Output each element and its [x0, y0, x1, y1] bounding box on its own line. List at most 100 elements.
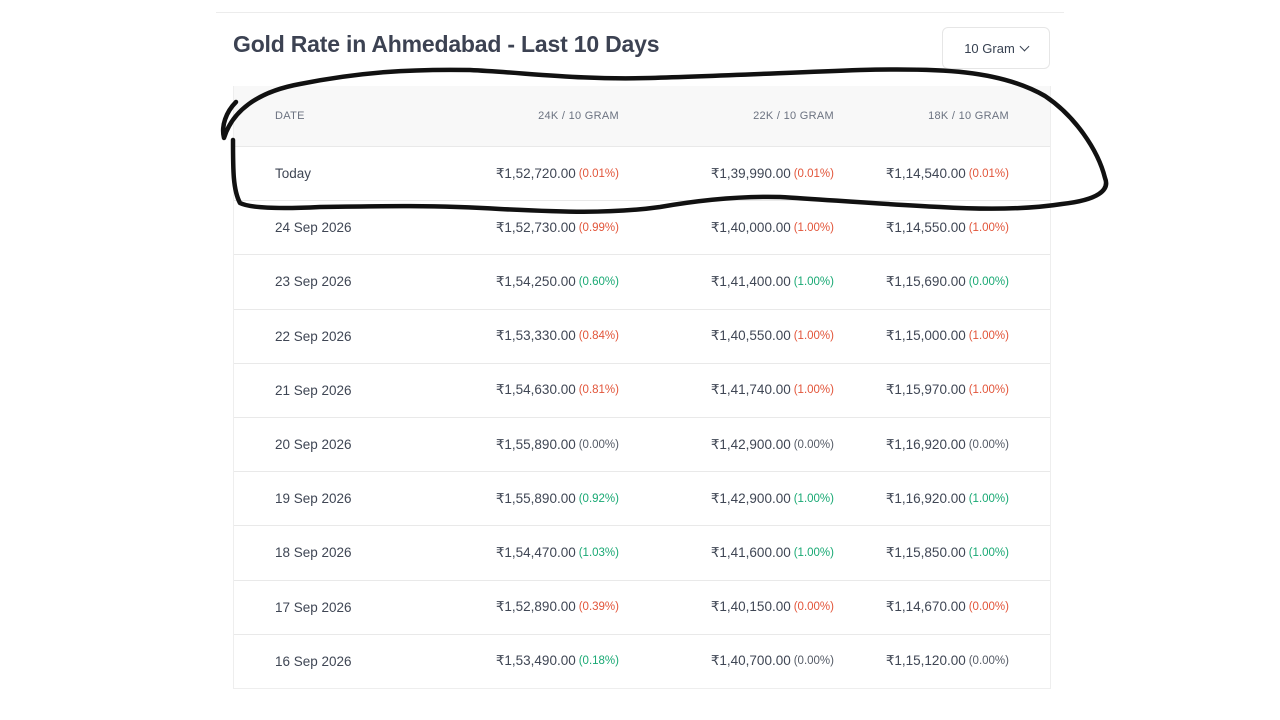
header-18k: 18K / 10 GRAM — [928, 110, 1009, 122]
rate-cell-22k: ₹1,40,150.00 (0.00%) — [711, 581, 834, 634]
top-divider — [216, 12, 1064, 13]
row-date: 21 Sep 2026 — [275, 382, 352, 398]
change-22k: (0.00%) — [793, 438, 834, 451]
header-22k: 22K / 10 GRAM — [753, 110, 834, 122]
rate-cell-22k: ₹1,41,600.00 (1.00%) — [711, 526, 834, 579]
change-22k: (1.00%) — [793, 275, 834, 288]
row-date: 20 Sep 2026 — [275, 437, 352, 453]
change-18k: (1.00%) — [968, 330, 1009, 343]
price-24k: ₹1,55,890.00 — [495, 436, 576, 452]
change-24k: (0.84%) — [578, 330, 619, 343]
rate-cell-18k: ₹1,15,690.00 (0.00%) — [886, 255, 1009, 308]
header-24k: 24K / 10 GRAM — [538, 110, 619, 122]
change-18k: (0.00%) — [968, 601, 1009, 614]
price-22k: ₹1,40,150.00 — [710, 599, 791, 615]
header-date: DATE — [275, 110, 305, 122]
rate-cell-18k: ₹1,16,920.00 (0.00%) — [886, 418, 1009, 471]
table-row: 20 Sep 2026 ₹1,55,890.00 (0.00%) ₹1,42,900.… — [234, 416, 1050, 471]
unit-dropdown-label: 10 Gram — [964, 40, 1015, 56]
price-22k: ₹1,40,700.00 — [710, 653, 791, 669]
change-22k: (0.00%) — [793, 601, 834, 614]
change-18k: (0.00%) — [968, 275, 1009, 288]
change-24k: (0.92%) — [578, 492, 619, 505]
change-18k: (1.00%) — [968, 546, 1009, 559]
gold-rate-table: DATE 24K / 10 GRAM 22K / 10 GRAM 18K / 1… — [233, 86, 1051, 689]
change-24k: (0.99%) — [578, 221, 619, 234]
table-row: Today ₹1,52,720.00 (0.01%) ₹1,39,990.00 (0.0… — [234, 146, 1050, 200]
price-24k: ₹1,53,490.00 — [495, 653, 576, 669]
row-date: Today — [275, 166, 312, 182]
table-row: 21 Sep 2026 ₹1,54,630.00 (0.81%) ₹1,41,740.… — [234, 362, 1050, 417]
row-date: 24 Sep 2026 — [275, 220, 352, 236]
table-row: 24 Sep 2026 ₹1,52,730.00 (0.99%) ₹1,40,000.… — [234, 200, 1050, 254]
change-24k: (0.01%) — [578, 167, 619, 180]
rate-cell-22k: ₹1,39,990.00 (0.01%) — [711, 147, 834, 200]
table-row: 22 Sep 2026 ₹1,53,330.00 (0.84%) ₹1,40,550.… — [234, 308, 1050, 363]
price-22k: ₹1,39,990.00 — [710, 165, 791, 181]
price-24k: ₹1,54,630.00 — [495, 382, 576, 398]
row-date: 19 Sep 2026 — [275, 491, 352, 507]
table-row: 16 Sep 2026 ₹1,53,490.00 (0.18%) ₹1,40,700.… — [234, 633, 1050, 688]
change-18k: (0.00%) — [968, 438, 1009, 451]
price-18k: ₹1,15,120.00 — [885, 653, 966, 669]
change-22k: (1.00%) — [793, 492, 834, 505]
unit-dropdown[interactable]: 10 Gram — [942, 27, 1050, 69]
row-date: 17 Sep 2026 — [275, 599, 352, 615]
change-24k: (1.03%) — [578, 546, 619, 559]
rate-cell-18k: ₹1,15,970.00 (1.00%) — [886, 364, 1009, 417]
row-date: 23 Sep 2026 — [275, 274, 352, 290]
change-22k: (1.00%) — [793, 384, 834, 397]
rate-cell-24k: ₹1,52,730.00 (0.99%) — [496, 201, 619, 254]
price-18k: ₹1,14,540.00 — [885, 165, 966, 181]
price-18k: ₹1,15,850.00 — [885, 544, 966, 560]
price-18k: ₹1,15,000.00 — [885, 328, 966, 344]
price-18k: ₹1,14,670.00 — [885, 599, 966, 615]
change-22k: (1.00%) — [793, 546, 834, 559]
row-date: 18 Sep 2026 — [275, 545, 352, 561]
rate-cell-18k: ₹1,15,120.00 (0.00%) — [886, 635, 1009, 688]
table-row: 17 Sep 2026 ₹1,52,890.00 (0.39%) ₹1,40,150.… — [234, 579, 1050, 634]
rate-cell-24k: ₹1,52,720.00 (0.01%) — [496, 147, 619, 200]
price-24k: ₹1,54,250.00 — [495, 273, 576, 289]
change-22k: (0.00%) — [793, 655, 834, 668]
change-18k: (1.00%) — [968, 384, 1009, 397]
rate-cell-18k: ₹1,14,670.00 (0.00%) — [886, 581, 1009, 634]
table-row: 23 Sep 2026 ₹1,54,250.00 (0.60%) ₹1,41,400.… — [234, 254, 1050, 308]
rate-cell-22k: ₹1,40,700.00 (0.00%) — [711, 635, 834, 688]
rate-cell-24k: ₹1,54,250.00 (0.60%) — [496, 255, 619, 308]
rate-cell-24k: ₹1,53,490.00 (0.18%) — [496, 635, 619, 688]
table-row: 18 Sep 2026 ₹1,54,470.00 (1.03%) ₹1,41,600.… — [234, 525, 1050, 579]
page-title: Gold Rate in Ahmedabad - Last 10 Days — [233, 31, 660, 57]
price-22k: ₹1,40,550.00 — [710, 328, 791, 344]
price-22k: ₹1,42,900.00 — [710, 490, 791, 506]
table-row: 19 Sep 2026 ₹1,55,890.00 (0.92%) ₹1,42,900.… — [234, 471, 1050, 525]
price-24k: ₹1,54,470.00 — [495, 544, 576, 560]
price-24k: ₹1,52,890.00 — [495, 599, 576, 615]
price-22k: ₹1,42,900.00 — [710, 436, 791, 452]
price-22k: ₹1,41,600.00 — [710, 544, 791, 560]
price-24k: ₹1,52,720.00 — [495, 165, 576, 181]
change-18k: (0.01%) — [968, 167, 1009, 180]
rate-cell-22k: ₹1,42,900.00 (1.00%) — [711, 472, 834, 525]
change-24k: (0.00%) — [578, 438, 619, 451]
rate-cell-22k: ₹1,42,900.00 (0.00%) — [711, 418, 834, 471]
change-24k: (0.18%) — [578, 655, 619, 668]
rate-cell-18k: ₹1,15,000.00 (1.00%) — [886, 310, 1009, 363]
change-24k: (0.81%) — [578, 384, 619, 397]
change-24k: (0.60%) — [578, 275, 619, 288]
row-date: 22 Sep 2026 — [275, 328, 352, 344]
change-18k: (0.00%) — [968, 655, 1009, 668]
price-18k: ₹1,15,690.00 — [885, 273, 966, 289]
rate-cell-18k: ₹1,15,850.00 (1.00%) — [886, 526, 1009, 579]
change-18k: (1.00%) — [968, 221, 1009, 234]
rate-cell-24k: ₹1,55,890.00 (0.00%) — [496, 418, 619, 471]
price-22k: ₹1,41,400.00 — [710, 273, 791, 289]
chevron-down-icon — [1019, 41, 1030, 51]
price-18k: ₹1,15,970.00 — [885, 382, 966, 398]
change-24k: (0.39%) — [578, 601, 619, 614]
row-date: 16 Sep 2026 — [275, 653, 352, 669]
rate-cell-24k: ₹1,54,470.00 (1.03%) — [496, 526, 619, 579]
price-18k: ₹1,16,920.00 — [885, 436, 966, 452]
price-24k: ₹1,53,330.00 — [495, 328, 576, 344]
